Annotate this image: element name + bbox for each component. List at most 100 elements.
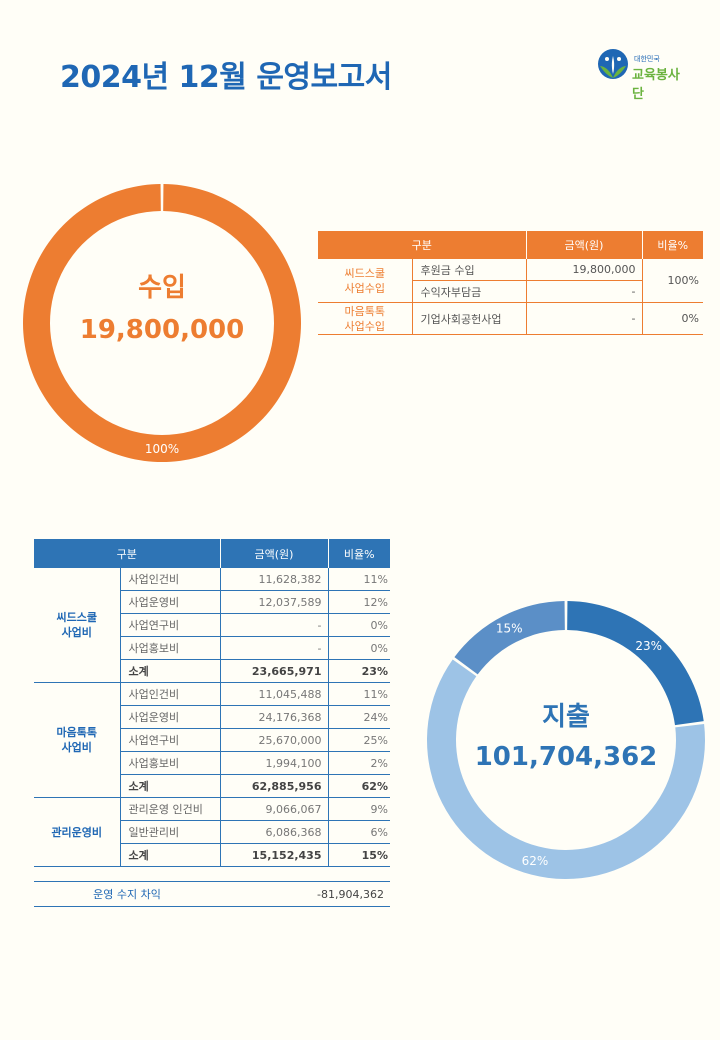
logo: 대한민국 교육봉사단 <box>596 48 691 102</box>
income-amount: - <box>526 302 643 335</box>
expense-amount: 23,665,971 <box>220 659 329 683</box>
expense-category-line: 씨드스쿨 <box>56 611 97 624</box>
expense-chart-total: 101,704,362 <box>474 742 658 772</box>
expense-item: 관리운영 인건비 <box>120 797 221 821</box>
income-item: 후원금 수입 <box>412 259 527 281</box>
expense-category-line: 관리운영비 <box>51 825 103 839</box>
page-title: 2024년 12월 운영보고서 <box>60 60 392 95</box>
expense-amount: 62,885,956 <box>220 774 329 798</box>
income-header-pct: 비율% <box>642 231 703 259</box>
expense-amount: 15,152,435 <box>220 843 329 867</box>
expense-category: 관리운영비 <box>34 797 121 867</box>
expense-donut-chart: 23% 62% 15% 지출 101,704,362 <box>426 600 706 880</box>
table-row: 씨드스쿨 사업비 사업인건비 11,628,382 11% <box>34 568 390 683</box>
logo-emblem-icon <box>598 49 628 79</box>
donut-slice-label: 62% <box>522 854 549 868</box>
table-row: 사업홍보비 1,994,100 2% <box>34 751 390 775</box>
expense-amount: 9,066,067 <box>220 797 329 821</box>
income-amount: 19,800,000 <box>526 259 643 281</box>
expense-item: 소계 <box>120 774 221 798</box>
expense-item: 사업홍보비 <box>120 636 221 660</box>
expense-pct: 23% <box>328 659 390 683</box>
expense-item: 사업연구비 <box>120 728 221 752</box>
income-donut-svg: 100% <box>22 184 301 462</box>
expense-item: 사업운영비 <box>120 705 221 729</box>
income-category-line: 사업수입 <box>344 281 385 295</box>
expense-item: 사업홍보비 <box>120 751 221 775</box>
donut-slice-label: 15% <box>496 622 523 636</box>
expense-item: 사업운영비 <box>120 590 221 614</box>
income-amount: - <box>526 280 643 303</box>
expense-item: 소계 <box>120 843 221 867</box>
income-category: 씨드스쿨 사업수입 <box>318 259 413 303</box>
table-row: 사업연구비 25,670,000 25% <box>34 728 390 752</box>
expense-amount: - <box>220 613 329 637</box>
balance-label: 운영 수지 차익 <box>34 881 220 907</box>
expense-table: 구분 금액(원) 비율% 씨드스쿨 사업비 사업인건비 11,628,382 11% 사업… <box>34 539 390 907</box>
income-table: 구분 금액(원) 비율% 씨드스쿨 사업수입 후원금 수입 19,800,000… <box>318 231 703 335</box>
income-category: 마음톡톡 사업수입 <box>318 302 413 335</box>
expense-pct: 11% <box>328 682 390 706</box>
income-item: 기업사회공헌사업 <box>412 302 527 335</box>
expense-amount: 11,045,488 <box>220 682 329 706</box>
income-chart-total: 19,800,000 <box>79 315 245 345</box>
balance-value: -81,904,362 <box>220 881 390 907</box>
expense-amount: 11,628,382 <box>220 568 329 591</box>
income-chart-label: 수입 <box>138 273 186 303</box>
donut-slice-label: 23% <box>635 639 662 653</box>
income-header-amount: 금액(원) <box>526 231 643 259</box>
expense-donut-svg: 23% 62% 15% <box>427 601 705 879</box>
expense-category: 씨드스쿨 사업비 <box>34 568 121 683</box>
donut-slice-label: 100% <box>145 442 179 456</box>
expense-item: 사업인건비 <box>120 568 221 591</box>
expense-header-pct: 비율% <box>328 539 390 568</box>
income-donut-chart: 100% 수입 19,800,000 <box>22 183 302 463</box>
expense-pct: 11% <box>328 568 390 591</box>
table-divider <box>34 866 390 882</box>
income-category-line: 사업수입 <box>344 319 385 333</box>
table-row: 관리운영비 관리운영 인건비 9,066,067 9% <box>34 797 390 867</box>
expense-item: 소계 <box>120 659 221 683</box>
donut-slice <box>567 601 704 726</box>
expense-amount: 12,037,589 <box>220 590 329 614</box>
table-row: 사업운영비 24,176,368 24% <box>34 705 390 729</box>
subtotal-row: 소계 23,665,971 23% <box>34 659 390 683</box>
expense-pct: 2% <box>328 751 390 775</box>
logo-main-text: 교육봉사단 <box>632 68 680 102</box>
expense-amount: 6,086,368 <box>220 820 329 844</box>
logo-small-text: 대한민국 <box>634 55 660 63</box>
expense-amount: - <box>220 636 329 660</box>
expense-pct: 12% <box>328 590 390 614</box>
income-category-line: 씨드스쿨 <box>344 266 385 280</box>
expense-amount: 25,670,000 <box>220 728 329 752</box>
expense-pct: 24% <box>328 705 390 729</box>
expense-header-amount: 금액(원) <box>220 539 329 568</box>
expense-pct: 0% <box>328 636 390 660</box>
expense-pct: 62% <box>328 774 390 798</box>
expense-amount: 1,994,100 <box>220 751 329 775</box>
income-header-category: 구분 <box>318 231 527 259</box>
income-item: 수익자부담금 <box>412 280 527 303</box>
table-row: 사업연구비 -0% <box>34 613 390 637</box>
subtotal-row: 소계 15,152,435 15% <box>34 843 390 867</box>
expense-pct: 25% <box>328 728 390 752</box>
income-pct: 100% <box>642 259 703 303</box>
income-category-line: 마음톡톡 <box>344 304 385 318</box>
expense-amount: 24,176,368 <box>220 705 329 729</box>
expense-item: 사업연구비 <box>120 613 221 637</box>
expense-pct: 0% <box>328 613 390 637</box>
expense-item: 일반관리비 <box>120 820 221 844</box>
expense-pct: 15% <box>328 843 390 867</box>
table-row: 사업운영비 12,037,589 12% <box>34 590 390 614</box>
donut-slice <box>427 659 705 879</box>
income-pct: 0% <box>642 302 703 335</box>
expense-category-line: 사업비 <box>61 741 92 754</box>
expense-header-category: 구분 <box>34 539 221 568</box>
table-row: 일반관리비 6,086,368 6% <box>34 820 390 844</box>
subtotal-row: 소계 62,885,956 62% <box>34 774 390 798</box>
table-row: 사업홍보비 -0% <box>34 636 390 660</box>
expense-category-line: 마음톡톡 <box>56 726 97 739</box>
expense-item: 사업인건비 <box>120 682 221 706</box>
expense-chart-label: 지출 <box>542 702 590 732</box>
